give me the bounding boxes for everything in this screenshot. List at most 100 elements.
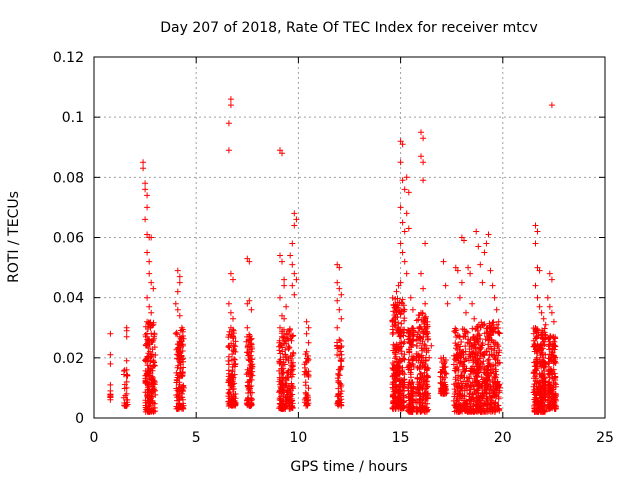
data-point-marker [246,383,253,390]
data-point-marker [550,318,557,325]
data-point-marker [244,366,251,373]
data-point-marker [463,355,469,362]
data-point-marker [489,282,496,289]
data-point-marker [463,365,470,372]
data-point-marker [178,338,185,345]
data-point-marker [544,294,551,301]
data-point-marker [180,384,187,391]
data-point-marker [488,337,495,344]
data-point-marker [123,372,130,379]
data-point-marker [473,373,479,380]
y-tick-label: 0 [75,411,84,427]
data-point-marker [142,333,149,340]
data-point-marker [420,135,427,142]
data-point-marker [456,352,463,359]
data-point-marker [285,345,292,352]
x-tick-label: 15 [392,430,410,446]
data-point-marker [493,306,500,313]
data-point-marker [483,240,490,247]
data-point-marker [225,300,232,307]
data-point-marker [404,364,411,371]
data-point-marker [417,383,424,390]
data-point-marker [550,334,557,341]
data-point-marker [422,326,429,333]
data-point-marker [530,337,537,344]
data-point-marker [334,324,341,331]
data-point-marker [537,395,544,402]
data-point-marker [123,384,130,391]
data-point-marker [142,216,149,223]
data-point-marker [173,385,180,392]
data-point-marker [286,344,293,351]
data-point-marker [486,320,493,327]
data-point-marker [397,333,404,340]
data-point-marker [283,303,290,310]
data-point-marker [495,318,502,325]
data-point-marker [229,351,236,358]
data-point-marker [146,395,153,402]
data-point-marker [397,279,404,286]
data-point-marker [225,342,232,349]
data-point-marker [390,365,397,372]
x-tick-label: 5 [192,430,201,446]
data-point-marker [420,316,427,323]
data-point-marker [492,362,499,369]
data-point-marker [397,308,403,315]
data-point-marker [247,373,254,380]
data-point-marker [146,372,152,379]
data-point-marker [482,400,489,407]
data-point-marker [490,319,497,326]
data-point-marker [410,363,417,370]
data-point-marker [277,324,283,331]
data-point-marker [172,300,179,307]
data-point-marker [400,355,407,362]
data-point-marker [286,405,293,412]
data-point-marker [146,303,153,310]
data-point-marker [145,350,152,357]
data-point-marker [277,404,284,411]
data-point-marker [409,306,416,313]
data-point-marker [425,406,432,413]
y-axis-label: ROTI / TECUs [6,191,22,283]
data-point-marker [540,315,547,322]
data-point-marker [287,353,294,360]
data-point-marker [285,336,292,343]
data-point-marker [442,363,449,370]
data-point-marker [537,388,544,395]
data-point-marker [144,384,151,391]
data-point-marker [144,204,151,211]
data-point-marker [495,352,502,359]
data-point-marker [283,376,289,383]
data-point-marker [123,378,130,385]
data-point-marker [457,375,464,382]
data-point-marker [276,339,283,346]
data-point-marker [246,399,252,406]
data-point-marker [123,357,130,364]
data-point-marker [178,327,184,334]
data-point-marker [226,391,233,397]
data-point-marker [248,306,255,313]
data-point-marker [401,228,408,235]
data-point-marker [474,350,481,357]
data-point-marker [534,294,541,301]
data-point-marker [489,319,496,326]
data-point-marker [291,270,298,277]
data-point-marker [413,357,420,364]
data-point-marker [484,333,491,340]
data-point-marker [305,373,312,380]
data-point-marker [392,302,399,309]
data-point-marker [148,309,155,316]
data-point-marker [418,309,424,316]
data-point-marker [227,102,234,109]
data-point-marker [479,405,486,411]
x-axis-label: GPS time / hours [290,459,407,475]
data-point-marker [495,402,502,409]
data-point-marker [149,339,156,345]
data-point-marker [279,150,285,157]
data-point-marker [537,383,544,390]
grid-lines [94,57,605,418]
data-point-marker [142,356,149,363]
data-point-marker [395,393,402,400]
data-point-marker [246,378,253,385]
data-point-marker [473,228,480,235]
